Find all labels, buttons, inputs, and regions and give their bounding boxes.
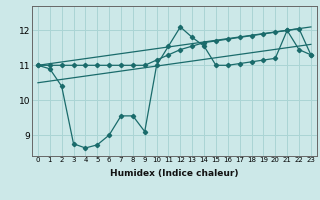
X-axis label: Humidex (Indice chaleur): Humidex (Indice chaleur) bbox=[110, 169, 239, 178]
